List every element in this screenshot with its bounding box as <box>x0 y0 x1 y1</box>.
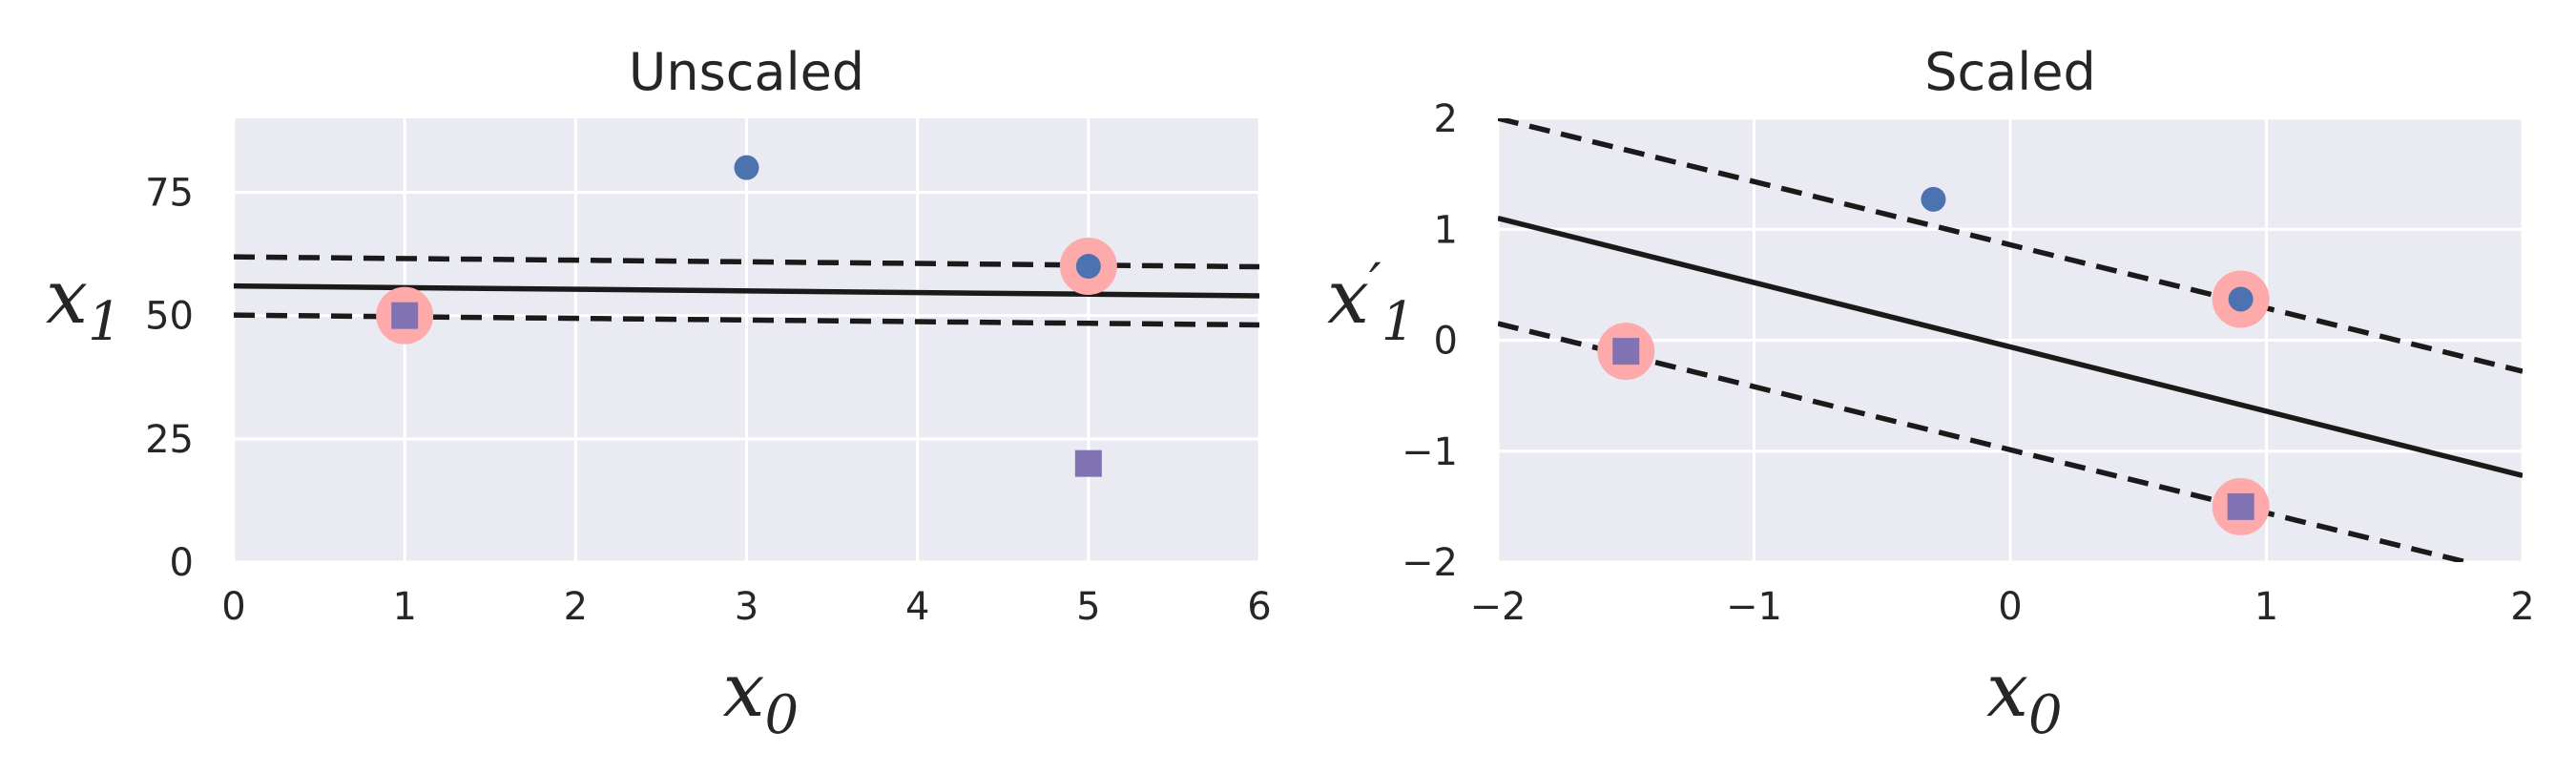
scaled-title: Scaled <box>1924 42 2096 102</box>
scaled-lines <box>1498 118 2523 562</box>
unscaled-y-axis-label: x1 <box>46 255 122 353</box>
scaled-x-axis-label-sub: 0 <box>2028 684 2063 746</box>
unscaled-x-tick-label: 2 <box>564 585 588 629</box>
unscaled-x-tick-label: 1 <box>392 585 416 629</box>
scaled-decision-boundary <box>1498 215 2523 478</box>
scaled-y-tick-label: 1 <box>1434 208 1458 252</box>
unscaled-y-tick-label: 75 <box>145 172 194 216</box>
unscaled-point-circle <box>734 155 759 180</box>
scaled-x-tick-label: −1 <box>1726 585 1782 629</box>
scaled-y-axis-label-prime: ′ <box>1369 253 1381 315</box>
scaled-point-circle <box>2228 286 2254 312</box>
unscaled-y-axis-label-base: x <box>46 255 88 341</box>
unscaled-x-tick-label: 3 <box>735 585 758 629</box>
unscaled-x-tick-label: 4 <box>905 585 929 629</box>
scaled-point-square <box>1612 338 1640 366</box>
scaled-y-tick-label: −1 <box>1402 430 1458 474</box>
unscaled-x-axis-label-base: x <box>723 648 765 734</box>
scaled-x-tick-label: 0 <box>1998 585 2022 629</box>
scaled-y-axis-label: x′1 <box>1327 253 1415 353</box>
scaled-x-tick-label: −2 <box>1470 585 1527 629</box>
unscaled-x-axis-label-sub: 0 <box>765 684 800 746</box>
scaled-y-tick-label: 2 <box>1434 97 1458 141</box>
unscaled-x-axis-label: x0 <box>723 648 800 746</box>
unscaled-title: Unscaled <box>629 42 864 102</box>
scaled-point-square <box>2227 492 2254 520</box>
scaled-y-tick-label: −2 <box>1402 541 1458 585</box>
scaled-margin-line <box>1498 118 2523 374</box>
unscaled-x-tick-label: 0 <box>221 585 245 629</box>
unscaled-y-axis-label-sub: 1 <box>88 291 122 353</box>
scaled-y-axis-label-base: x <box>1327 255 1369 341</box>
scaled-point-circle <box>1921 186 1946 212</box>
unscaled-point-square <box>1074 449 1102 477</box>
unscaled-x-tick-label: 5 <box>1076 585 1100 629</box>
scaled-x-tick-label: 2 <box>2510 585 2534 629</box>
scaled-x-axis-label: x0 <box>1986 648 2063 746</box>
unscaled-point-square <box>391 302 419 329</box>
scaled-y-tick-label: 0 <box>1434 320 1458 364</box>
unscaled-y-tick-label: 50 <box>145 295 194 339</box>
unscaled-y-tick-label: 25 <box>145 418 194 462</box>
unscaled-y-tick-label: 0 <box>170 541 194 585</box>
scaled-x-axis-label-base: x <box>1986 648 2028 734</box>
scaled-y-axis-label-sub: 1 <box>1381 291 1416 353</box>
unscaled-point-circle <box>1075 254 1101 279</box>
unscaled-x-tick-label: 6 <box>1247 585 1271 629</box>
scaled-margin-line <box>1498 321 2467 562</box>
scaled-x-tick-label: 1 <box>2254 585 2278 629</box>
